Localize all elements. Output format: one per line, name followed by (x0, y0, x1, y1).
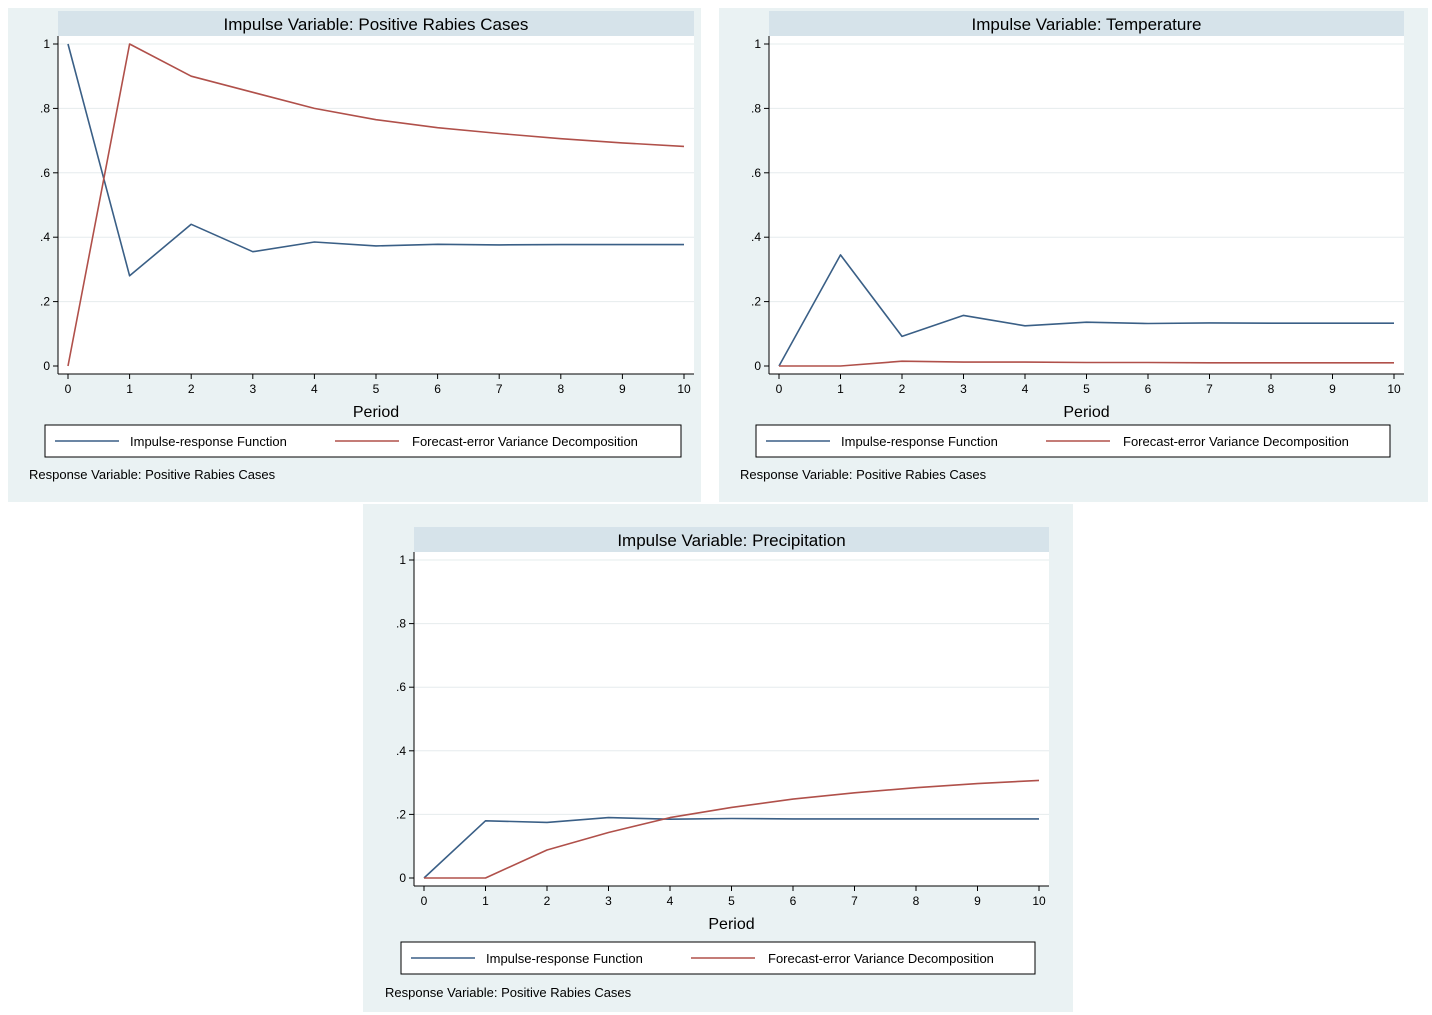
y-tick-label: 1 (43, 37, 50, 51)
x-tick-label: 7 (1206, 382, 1213, 396)
y-tick-label: .4 (751, 230, 761, 244)
chart-svg: Impulse Variable: Temperature0.2.4.6.810… (740, 11, 1404, 482)
y-tick-label: .8 (396, 617, 406, 631)
x-tick-label: 8 (557, 382, 564, 396)
y-tick-label: 0 (399, 871, 406, 885)
y-tick-label: .6 (40, 166, 50, 180)
y-tick-label: .4 (396, 744, 406, 758)
x-tick-label: 1 (126, 382, 133, 396)
x-tick-label: 3 (249, 382, 256, 396)
x-tick-label: 1 (482, 894, 489, 908)
x-tick-label: 5 (373, 382, 380, 396)
plot-area (58, 36, 694, 374)
legend-label: Forecast-error Variance Decomposition (768, 951, 994, 966)
x-tick-label: 5 (1083, 382, 1090, 396)
chart-panel-positive-rabies-cases: Impulse Variable: Positive Rabies Cases 0… (8, 8, 701, 502)
y-tick-label: 0 (754, 359, 761, 373)
y-tick-label: .6 (751, 166, 761, 180)
x-tick-label: 2 (544, 894, 551, 908)
x-tick-label: 0 (65, 382, 72, 396)
legend-label: Forecast-error Variance Decomposition (412, 434, 638, 449)
x-tick-label: 9 (1329, 382, 1336, 396)
legend-label: Impulse-response Function (486, 951, 643, 966)
x-tick-label: 2 (899, 382, 906, 396)
series-line-fevd (67, 43, 685, 367)
x-tick-label: 9 (974, 894, 981, 908)
series-line-impulse-response (423, 816, 1039, 879)
y-tick-label: .2 (751, 295, 761, 309)
y-tick-label: 1 (754, 37, 761, 51)
x-tick-label: 10 (1032, 894, 1046, 908)
title-band (769, 11, 1404, 36)
y-tick-label: .4 (40, 230, 50, 244)
x-axis-title: Period (708, 916, 754, 933)
x-tick-label: 8 (1268, 382, 1275, 396)
chart-note: Response Variable: Positive Rabies Cases (740, 467, 987, 482)
x-tick-label: 7 (496, 382, 503, 396)
title-band (414, 527, 1049, 552)
title-band (58, 11, 694, 36)
series-line-fevd (779, 360, 1394, 367)
y-tick-label: 0 (43, 359, 50, 373)
x-tick-label: 0 (421, 894, 428, 908)
x-tick-label: 7 (851, 894, 858, 908)
y-tick-label: .6 (396, 680, 406, 694)
chart-title: Impulse Variable: Temperature (972, 15, 1202, 34)
x-tick-label: 4 (311, 382, 318, 396)
y-tick-label: .8 (40, 101, 50, 115)
plot-area (769, 36, 1404, 374)
x-tick-label: 6 (1145, 382, 1152, 396)
chart-note: Response Variable: Positive Rabies Cases (29, 467, 276, 482)
x-tick-label: 1 (837, 382, 844, 396)
x-tick-label: 9 (619, 382, 626, 396)
series-line-impulse-response (67, 43, 684, 277)
plot-area (414, 552, 1049, 886)
legend-label: Impulse-response Function (130, 434, 287, 449)
legend-label: Forecast-error Variance Decomposition (1123, 434, 1349, 449)
x-tick-label: 6 (434, 382, 441, 396)
x-tick-label: 0 (776, 382, 783, 396)
series-line-impulse-response (778, 254, 1394, 367)
chart-svg: Impulse Variable: Positive Rabies Cases 0… (29, 11, 694, 482)
chart-panel-temperature: Impulse Variable: Temperature 0.2.4.6.8 1 0… (719, 8, 1428, 502)
x-axis-title: Period (1063, 404, 1109, 421)
x-tick-label: 4 (667, 894, 674, 908)
chart-note: Response Variable: Positive Rabies Cases (385, 985, 632, 1000)
y-tick-label: .8 (751, 101, 761, 115)
chart-title: Impulse Variable: Precipitation (617, 531, 845, 550)
x-tick-label: 10 (677, 382, 691, 396)
x-tick-label: 3 (605, 894, 612, 908)
chart-panel-precipitation: Impulse Variable: Precipitation 0 .2 .4 .6 .8… (363, 504, 1073, 1012)
x-tick-label: 4 (1022, 382, 1029, 396)
chart-title: Impulse Variable: Positive Rabies Cases (224, 15, 529, 34)
series-line-fevd (424, 779, 1040, 879)
legend-label: Impulse-response Function (841, 434, 998, 449)
chart-svg: Impulse Variable: Precipitation 0 .2 .4 .6 .8… (385, 527, 1049, 1000)
y-tick-label: .2 (396, 807, 406, 821)
y-tick-label: .2 (40, 295, 50, 309)
x-tick-label: 8 (913, 894, 920, 908)
x-tick-label: 10 (1387, 382, 1401, 396)
x-tick-label: 6 (790, 894, 797, 908)
x-tick-label: 2 (188, 382, 195, 396)
x-tick-label: 3 (960, 382, 967, 396)
y-tick-label: 1 (399, 553, 406, 567)
x-tick-label: 5 (728, 894, 735, 908)
x-axis-title: Period (353, 404, 399, 421)
